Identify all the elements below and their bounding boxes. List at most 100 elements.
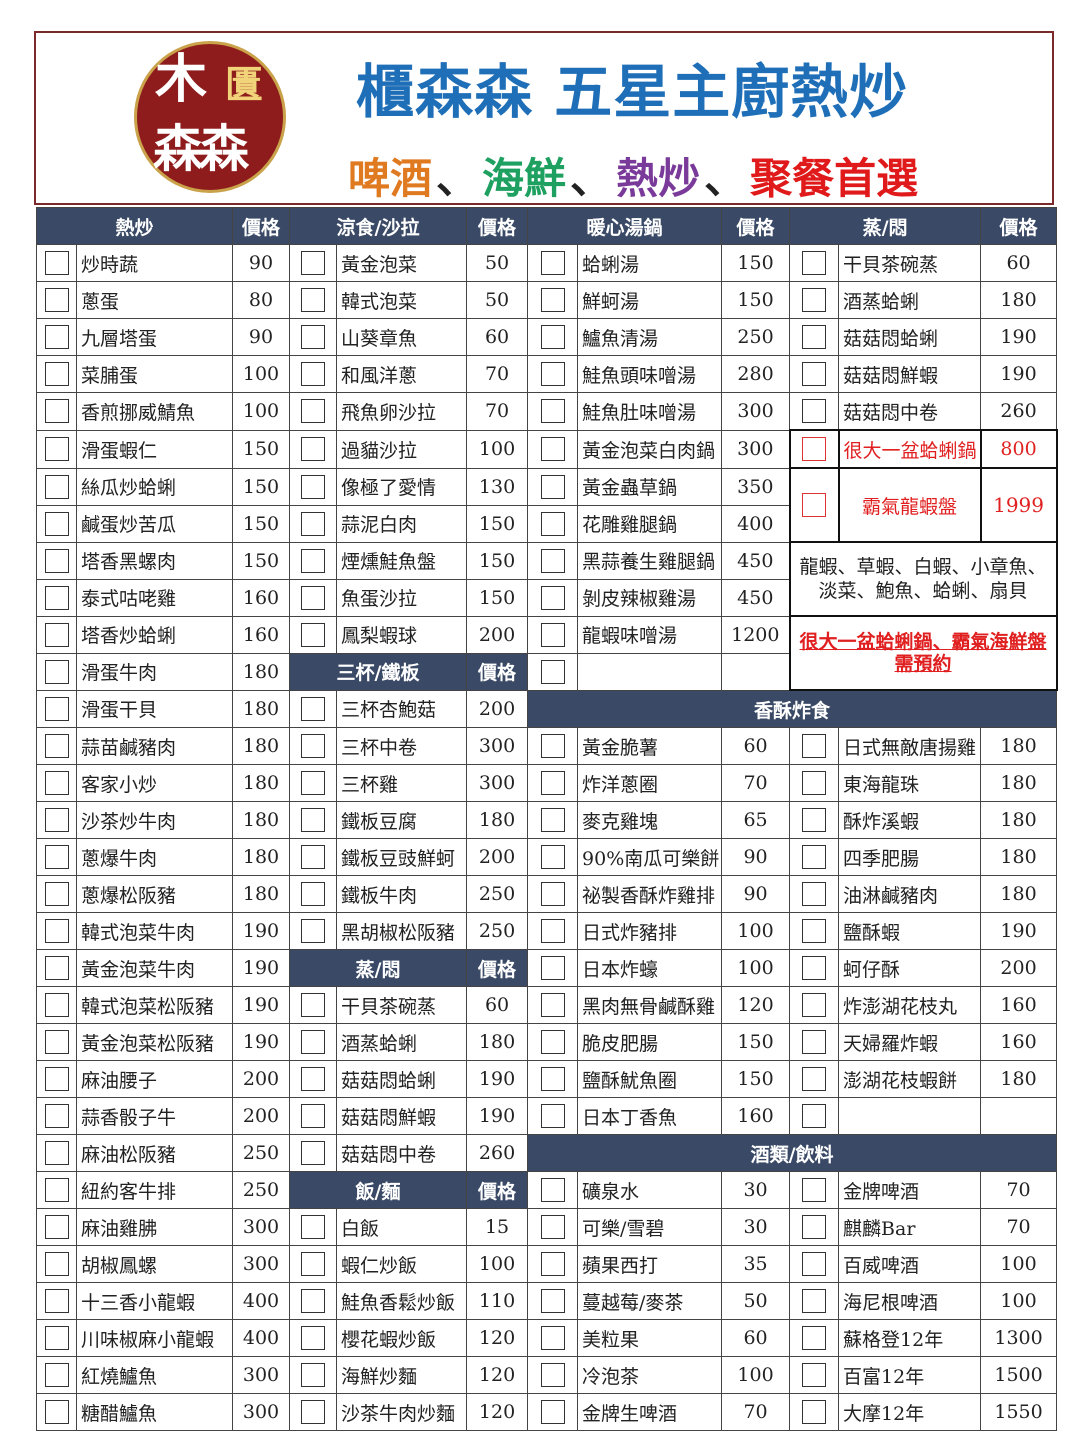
order-checkbox[interactable] (44, 771, 69, 795)
checkbox-cell[interactable] (788, 429, 840, 469)
checkbox-cell[interactable] (527, 838, 579, 876)
checkbox-cell[interactable] (527, 1245, 579, 1283)
checkbox-cell[interactable] (36, 1134, 77, 1172)
order-checkbox[interactable] (540, 845, 565, 869)
order-checkbox[interactable] (540, 325, 565, 349)
order-checkbox[interactable] (802, 1178, 827, 1202)
order-checkbox[interactable] (802, 1252, 827, 1276)
checkbox-cell[interactable] (789, 244, 840, 282)
order-checkbox[interactable] (301, 1030, 326, 1054)
checkbox-cell[interactable] (289, 912, 338, 950)
order-checkbox[interactable] (301, 1400, 326, 1424)
checkbox-cell[interactable] (289, 467, 338, 506)
checkbox-cell[interactable] (789, 1393, 840, 1431)
checkbox-cell[interactable] (36, 615, 77, 654)
order-checkbox[interactable] (44, 1178, 69, 1202)
checkbox-cell[interactable] (527, 578, 579, 617)
checkbox-cell[interactable] (789, 1208, 840, 1246)
order-checkbox[interactable] (301, 585, 326, 610)
order-checkbox[interactable] (540, 734, 565, 758)
order-checkbox[interactable] (301, 1215, 326, 1239)
checkbox-cell[interactable] (789, 1282, 840, 1320)
order-checkbox[interactable] (44, 474, 69, 499)
order-checkbox[interactable] (44, 882, 69, 906)
checkbox-cell[interactable] (527, 652, 579, 691)
checkbox-cell[interactable] (289, 429, 338, 469)
order-checkbox[interactable] (802, 362, 827, 386)
order-checkbox[interactable] (301, 1067, 326, 1091)
checkbox-cell[interactable] (36, 244, 77, 282)
order-checkbox[interactable] (301, 288, 326, 312)
checkbox-cell[interactable] (789, 764, 840, 802)
order-checkbox[interactable] (44, 734, 69, 758)
order-checkbox[interactable] (44, 919, 69, 943)
order-checkbox[interactable] (301, 362, 326, 386)
order-checkbox[interactable] (540, 548, 565, 573)
order-checkbox[interactable] (540, 1363, 565, 1387)
checkbox-cell[interactable] (789, 318, 840, 356)
checkbox-cell[interactable] (527, 1171, 579, 1209)
order-checkbox[interactable] (44, 845, 69, 869)
order-checkbox[interactable] (301, 845, 326, 869)
order-checkbox[interactable] (540, 474, 565, 499)
checkbox-cell[interactable] (289, 504, 338, 543)
checkbox-cell[interactable] (527, 912, 579, 950)
order-checkbox[interactable] (802, 1030, 827, 1054)
checkbox-cell[interactable] (289, 1245, 338, 1283)
order-checkbox[interactable] (44, 437, 69, 461)
order-checkbox[interactable] (44, 585, 69, 610)
checkbox-cell[interactable] (36, 392, 77, 431)
order-checkbox[interactable] (540, 956, 565, 980)
order-checkbox[interactable] (802, 1104, 827, 1128)
checkbox-cell[interactable] (289, 281, 338, 319)
checkbox-cell[interactable] (789, 392, 840, 431)
order-checkbox[interactable] (802, 956, 827, 980)
checkbox-cell[interactable] (36, 652, 77, 691)
order-checkbox[interactable] (802, 325, 827, 349)
checkbox-cell[interactable] (527, 764, 579, 802)
order-checkbox[interactable] (301, 511, 326, 536)
order-checkbox[interactable] (44, 993, 69, 1017)
order-checkbox[interactable] (44, 956, 69, 980)
order-checkbox[interactable] (44, 1252, 69, 1276)
checkbox-cell[interactable] (289, 689, 338, 728)
order-checkbox[interactable] (44, 622, 69, 647)
order-checkbox[interactable] (802, 1067, 827, 1091)
checkbox-cell[interactable] (36, 1171, 77, 1209)
order-checkbox[interactable] (301, 548, 326, 573)
order-checkbox[interactable] (540, 808, 565, 832)
checkbox-cell[interactable] (789, 281, 840, 319)
order-checkbox[interactable] (301, 1363, 326, 1387)
order-checkbox[interactable] (301, 1141, 326, 1165)
checkbox-cell[interactable] (36, 429, 77, 469)
order-checkbox[interactable] (301, 1252, 326, 1276)
order-checkbox[interactable] (540, 1067, 565, 1091)
order-checkbox[interactable] (540, 1326, 565, 1350)
checkbox-cell[interactable] (527, 986, 579, 1024)
order-checkbox[interactable] (540, 437, 565, 461)
checkbox-cell[interactable] (36, 541, 77, 580)
order-checkbox[interactable] (540, 1215, 565, 1239)
checkbox-cell[interactable] (36, 467, 77, 506)
order-checkbox[interactable] (540, 882, 565, 906)
checkbox-cell[interactable] (527, 1393, 579, 1431)
order-checkbox[interactable] (802, 1215, 827, 1239)
order-checkbox[interactable] (44, 511, 69, 536)
checkbox-cell[interactable] (289, 1097, 338, 1135)
checkbox-cell[interactable] (36, 281, 77, 319)
order-checkbox[interactable] (802, 882, 827, 906)
checkbox-cell[interactable] (36, 1319, 77, 1357)
checkbox-cell[interactable] (289, 1319, 338, 1357)
order-checkbox[interactable] (540, 511, 565, 536)
order-checkbox[interactable] (44, 1141, 69, 1165)
order-checkbox[interactable] (802, 734, 827, 758)
order-checkbox[interactable] (540, 1030, 565, 1054)
order-checkbox[interactable] (301, 993, 326, 1017)
checkbox-cell[interactable] (289, 392, 338, 431)
checkbox-cell[interactable] (789, 801, 840, 839)
checkbox-cell[interactable] (289, 541, 338, 580)
checkbox-cell[interactable] (527, 1282, 579, 1320)
checkbox-cell[interactable] (289, 1060, 338, 1098)
order-checkbox[interactable] (301, 771, 326, 795)
checkbox-cell[interactable] (36, 1060, 77, 1098)
